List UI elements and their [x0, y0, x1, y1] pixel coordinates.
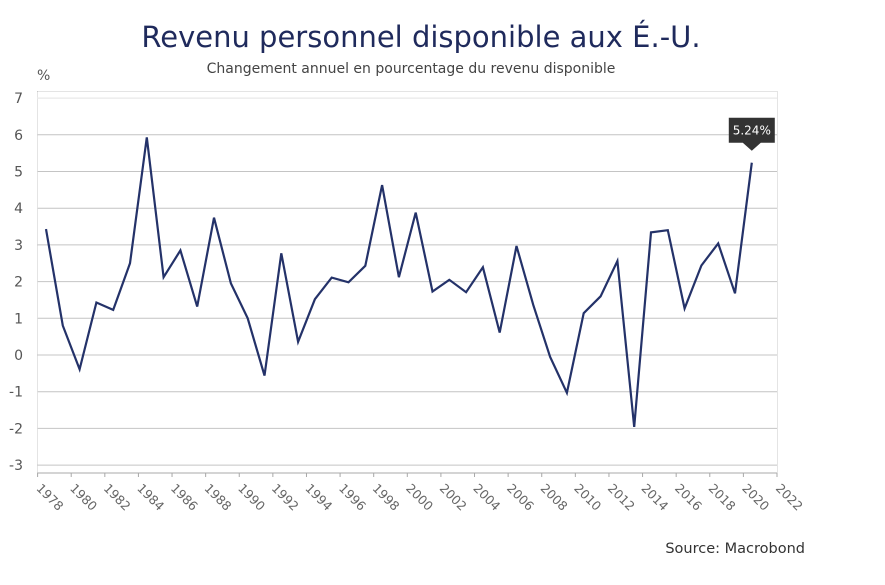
x-tick-label: 1994	[302, 481, 335, 514]
y-tick-label: 3	[14, 238, 23, 254]
x-tick-label: 1984	[134, 481, 167, 514]
y-axis-unit-label: %	[37, 68, 50, 84]
source-note: Source: Macrobond	[665, 541, 805, 557]
x-tick-label: 2022	[773, 481, 806, 514]
y-tick-label: 4	[14, 201, 23, 217]
x-tick-label: 1996	[336, 481, 369, 514]
series-line	[44, 137, 753, 428]
x-tick-label: 1982	[101, 481, 134, 514]
y-tick-label: 0	[14, 348, 23, 364]
y-tick-label: 6	[14, 128, 23, 144]
x-tick-label: 2012	[605, 481, 638, 514]
y-axis-ticks: 7 6 5 4 3 2 1 0 -1 -2 -3	[9, 91, 23, 474]
y-tick-label: -2	[9, 421, 23, 437]
x-tick-label: 2014	[638, 481, 671, 514]
x-tick-label: 1990	[235, 481, 268, 514]
x-tick-label: 2008	[538, 481, 571, 514]
x-tick-label: 2002	[437, 481, 470, 514]
x-tick-label: 1988	[202, 481, 235, 514]
y-tick-label: 5	[14, 165, 23, 181]
series-group	[44, 137, 753, 428]
x-tick-label: 1980	[67, 481, 100, 514]
x-tick-label: 1978	[33, 481, 66, 514]
annotation-group: 5.24%	[728, 117, 775, 151]
y-tick-label: 1	[14, 311, 23, 327]
chart-title: Revenu personnel disponible aux É.-U.	[141, 20, 700, 54]
x-tick-label: 2006	[504, 481, 537, 514]
annotation-label: 5.24%	[733, 124, 771, 138]
y-tick-label: 7	[14, 91, 23, 107]
plot-area-border	[37, 91, 778, 474]
x-tick-label: 2018	[706, 481, 739, 514]
x-tick-label: 2004	[470, 481, 503, 514]
x-tick-label: 2000	[403, 481, 436, 514]
chart-subtitle: Changement annuel en pourcentage du reve…	[207, 61, 616, 77]
x-tick-label: 1986	[168, 481, 201, 514]
x-tick-label: 2016	[672, 481, 705, 514]
y-tick-label: 2	[14, 275, 23, 291]
y-tick-label: -1	[9, 385, 23, 401]
annotation-callout	[728, 117, 775, 151]
x-tick-label: 2020	[739, 481, 772, 514]
x-tick-label: 1998	[370, 481, 403, 514]
x-tick-label: 1992	[269, 481, 302, 514]
x-tick-label: 2010	[571, 481, 604, 514]
y-tick-label: -3	[9, 458, 23, 474]
x-axis: 1978 1980 1982 1984 1986 1988 1990 1992 1994 1996…	[33, 472, 806, 514]
